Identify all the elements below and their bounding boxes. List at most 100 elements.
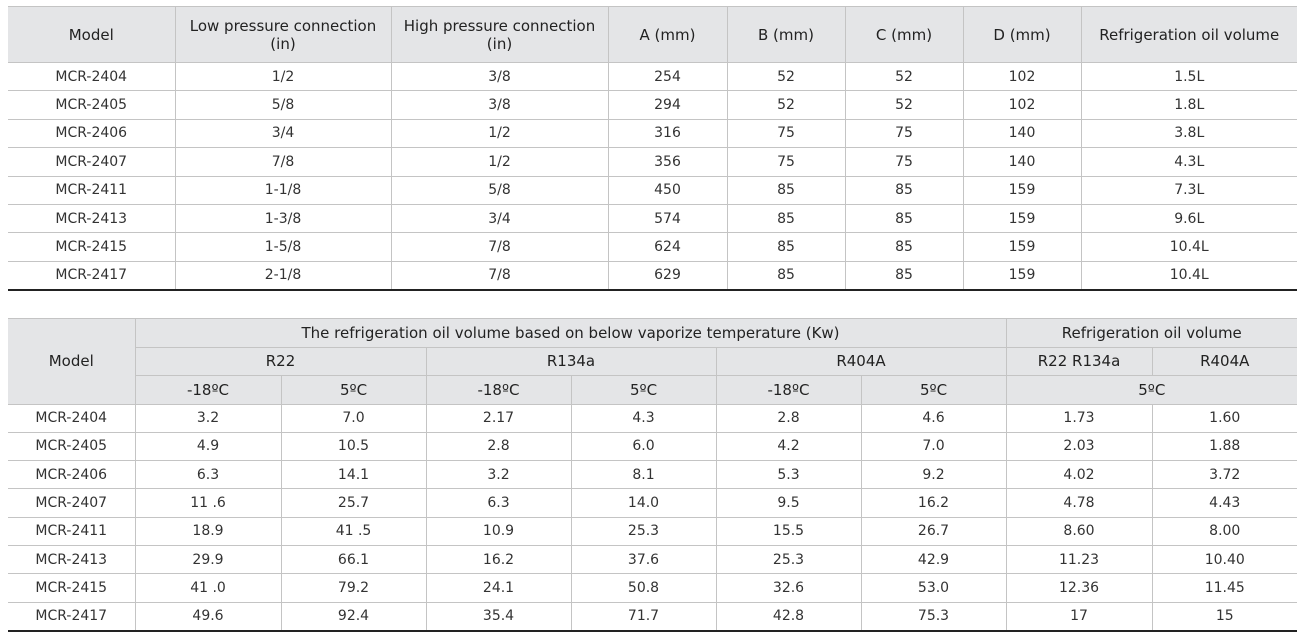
data-cell: 574 [607, 203, 728, 234]
data-cell: 3/4 [390, 203, 609, 234]
data-cell: 1.88 [1151, 431, 1298, 462]
data-cell: 4.6 [860, 403, 1007, 433]
data-cell: 85 [844, 175, 964, 205]
data-cell: 7.3L [1080, 175, 1297, 205]
data-cell: 6.0 [570, 431, 717, 462]
header-cell: -18ºC [425, 375, 572, 405]
data-cell: 8.60 [1005, 516, 1153, 546]
data-cell: 4.3 [570, 403, 717, 433]
data-cell: 356 [607, 147, 728, 177]
data-cell: 2-1/8 [174, 260, 392, 291]
data-cell: 3/4 [174, 118, 392, 149]
table-body: MCR-2404 3.2 7.0 2.17 4.3 2.8 4.6 1.73 1.60 MCR-2… [8, 403, 1298, 632]
data-cell: 159 [962, 175, 1082, 205]
data-cell: 6.3 [134, 460, 282, 490]
table-row: MCR-2417 49.6 92.4 35.4 71.7 42.8 75.3 17 15 [8, 601, 1298, 632]
data-cell: 159 [962, 203, 1082, 234]
table-row: MCR-2413 29.9 66.1 16.2 37.6 25.3 42.9 11.23 10.… [8, 544, 1298, 575]
data-cell: 140 [962, 118, 1082, 149]
header-cell: High pressure connection (in) [390, 6, 609, 63]
data-cell: 1.73 [1005, 403, 1153, 433]
header-cell: R22 [135, 346, 427, 376]
header-cell: R404A [1151, 346, 1298, 376]
data-cell: 85 [844, 203, 964, 234]
header-cell: 5ºC [570, 375, 717, 405]
header-row: Model Low pressure connection (in) High pr… [8, 6, 1297, 63]
model-cell: MCR-2417 [8, 601, 136, 632]
data-cell: 4.43 [1151, 488, 1298, 518]
data-cell: 85 [844, 260, 964, 291]
header-cell: A (mm) [607, 6, 728, 63]
data-cell: 85 [844, 232, 964, 262]
data-cell: 629 [607, 260, 728, 291]
data-cell: 11.45 [1151, 573, 1298, 603]
header-cell: R134a [425, 346, 717, 376]
data-cell: 3.2 [425, 460, 572, 490]
table-row: MCR-2404 3.2 7.0 2.17 4.3 2.8 4.6 1.73 1.60 [8, 403, 1298, 433]
data-cell: 37.6 [570, 544, 717, 575]
model-cell: MCR-2411 [8, 516, 136, 546]
data-cell: 52 [844, 61, 964, 92]
data-cell: 4.78 [1005, 488, 1153, 518]
header-cell: 5ºC [1005, 375, 1298, 405]
data-cell: 5/8 [390, 175, 609, 205]
header-cell: Refrigeration oil volume [1005, 318, 1298, 348]
data-cell: 159 [962, 232, 1082, 262]
header-cell: R404A [715, 346, 1007, 376]
model-cell: MCR-2411 [8, 175, 176, 205]
data-cell: 159 [962, 260, 1082, 291]
table-row: MCR-2406 3/4 1/2 316 75 75 140 3.8L [8, 118, 1297, 149]
model-cell: MCR-2415 [8, 573, 136, 603]
header-row: -18ºC 5ºC -18ºC 5ºC -18ºC 5ºC 5ºC [8, 375, 1298, 405]
data-cell: 4.2 [715, 431, 862, 462]
data-cell: 6.3 [425, 488, 572, 518]
data-cell: 42.8 [715, 601, 862, 632]
data-cell: 3/8 [390, 61, 609, 92]
table-row: MCR-2413 1-3/8 3/4 574 85 85 159 9.6L [8, 203, 1297, 234]
table-row: MCR-2405 5/8 3/8 294 52 52 102 1.8L [8, 90, 1297, 120]
data-cell: 10.4L [1080, 260, 1297, 291]
header-cell: -18ºC [715, 375, 862, 405]
data-cell: 2.03 [1005, 431, 1153, 462]
data-cell: 7/8 [390, 260, 609, 291]
header-cell: Model [8, 6, 176, 63]
model-cell: MCR-2405 [8, 431, 136, 462]
model-cell: MCR-2413 [8, 544, 136, 575]
model-cell: MCR-2415 [8, 232, 176, 262]
data-cell: 9.6L [1080, 203, 1297, 234]
oil-volume-table: Model The refrigeration oil volume based… [8, 318, 1298, 632]
data-cell: 1/2 [390, 147, 609, 177]
data-cell: 7.0 [280, 403, 427, 433]
model-cell: MCR-2407 [8, 488, 136, 518]
data-cell: 52 [844, 90, 964, 120]
header-cell: Model [8, 318, 136, 405]
data-cell: 294 [607, 90, 728, 120]
table-row: MCR-2406 6.3 14.1 3.2 8.1 5.3 9.2 4.02 3.72 [8, 460, 1298, 490]
data-cell: 32.6 [715, 573, 862, 603]
data-cell: 12.36 [1005, 573, 1153, 603]
data-cell: 52 [726, 90, 846, 120]
data-cell: 3.8L [1080, 118, 1297, 149]
model-cell: MCR-2406 [8, 460, 136, 490]
data-cell: 71.7 [570, 601, 717, 632]
data-cell: 24.1 [425, 573, 572, 603]
data-cell: 140 [962, 147, 1082, 177]
data-cell: 10.9 [425, 516, 572, 546]
data-cell: 11 .6 [134, 488, 282, 518]
data-cell: 1/2 [390, 118, 609, 149]
data-cell: 7/8 [174, 147, 392, 177]
data-cell: 7/8 [390, 232, 609, 262]
data-cell: 1.5L [1080, 61, 1297, 92]
data-cell: 49.6 [134, 601, 282, 632]
data-cell: 52 [726, 61, 846, 92]
header-cell: 5ºC [280, 375, 427, 405]
data-cell: 16.2 [425, 544, 572, 575]
table-row: MCR-2415 1-5/8 7/8 624 85 85 159 10.4L [8, 232, 1297, 262]
data-cell: 8.1 [570, 460, 717, 490]
data-cell: 50.8 [570, 573, 717, 603]
table-body: MCR-2404 1/2 3/8 254 52 52 102 1.5L MCR-2405 5/8 3… [8, 61, 1297, 291]
data-cell: 316 [607, 118, 728, 149]
header-cell: -18ºC [135, 375, 282, 405]
data-cell: 10.5 [280, 431, 427, 462]
